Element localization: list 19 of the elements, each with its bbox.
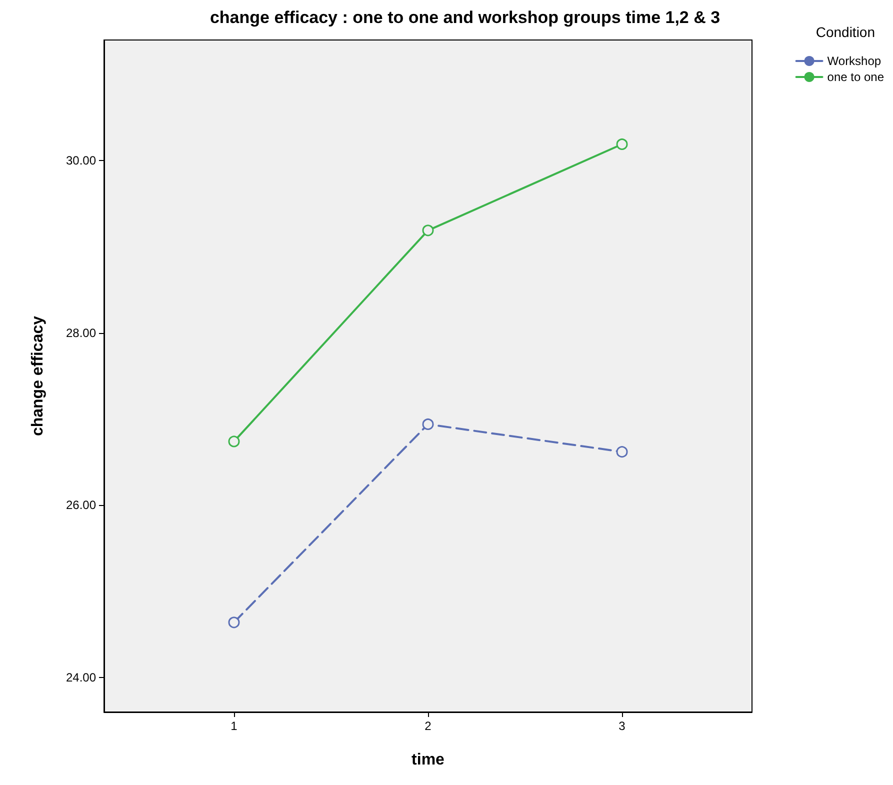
y-tick-label: 26.00 [66, 498, 96, 512]
point [616, 446, 628, 458]
legend-title: Condition [816, 24, 876, 40]
legend-label: one to one [827, 70, 884, 84]
x-axis-title: time [412, 752, 445, 768]
point [422, 418, 434, 430]
x-tick-label: 1 [230, 719, 238, 733]
point [228, 616, 240, 628]
point [422, 224, 434, 236]
y-axis-title: change efficacy [30, 316, 46, 436]
y-tick-label: 30.00 [66, 154, 96, 168]
y-tick-label: 28.00 [66, 326, 96, 340]
x-tick-label: 3 [618, 719, 626, 733]
point [228, 436, 240, 448]
x-tick-label: 2 [424, 719, 432, 733]
legend-label: Workshop [827, 54, 882, 68]
chart-title: change efficacy : one to one and workshop groups time 1,2 & 3 [210, 8, 720, 27]
y-tick-label: 24.00 [66, 670, 96, 685]
point [616, 138, 628, 150]
